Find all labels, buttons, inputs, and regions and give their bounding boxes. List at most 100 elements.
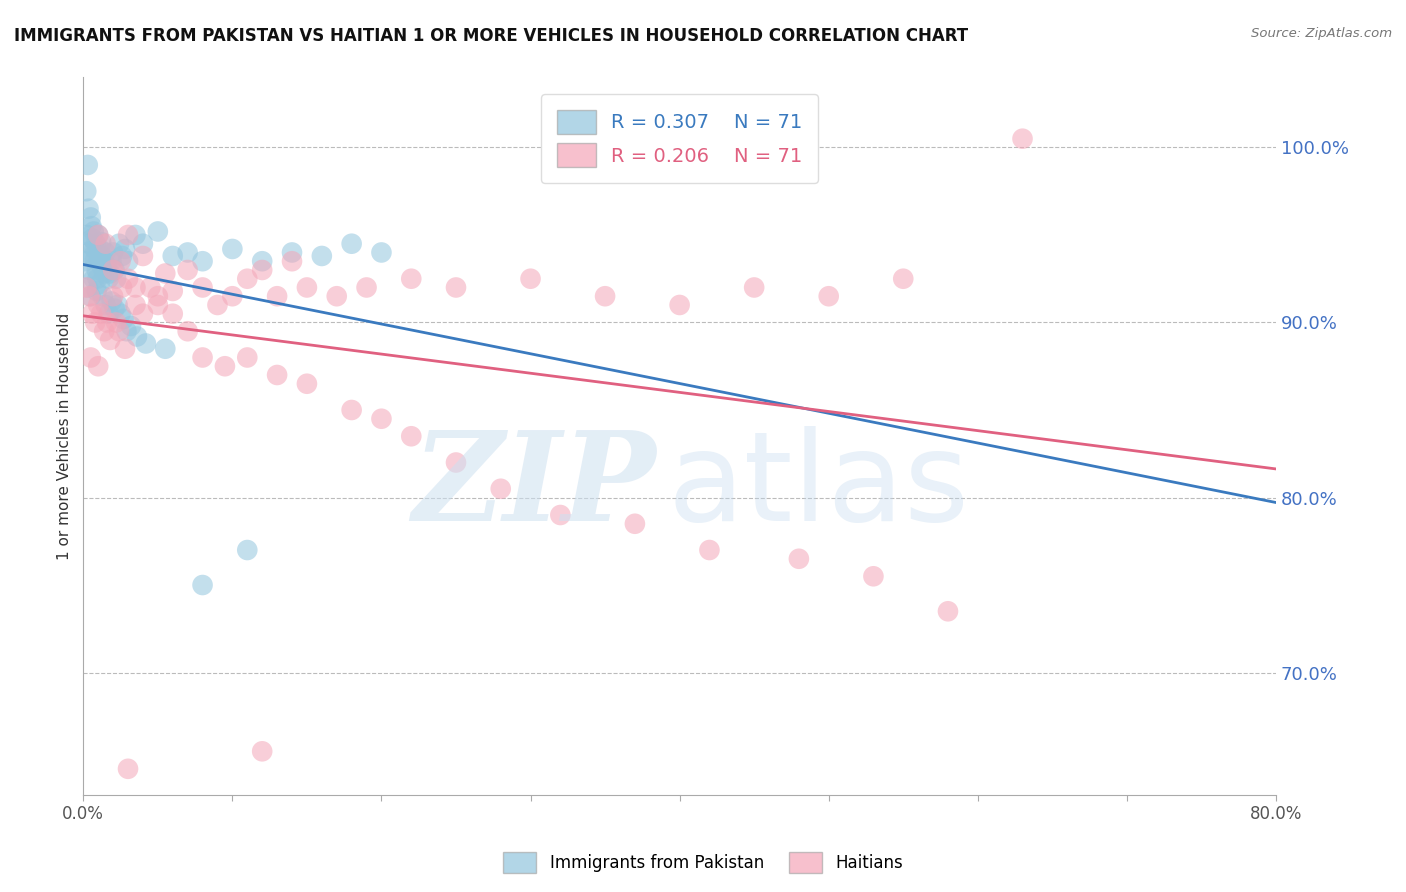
Point xyxy=(111,280,134,294)
Point xyxy=(117,271,139,285)
Legend: Immigrants from Pakistan, Haitians: Immigrants from Pakistan, Haitians xyxy=(496,846,910,880)
Point xyxy=(370,245,392,260)
Point xyxy=(84,316,107,330)
Point xyxy=(176,245,198,260)
Point xyxy=(100,294,122,309)
Point xyxy=(101,289,124,303)
Point xyxy=(236,351,259,365)
Point xyxy=(236,543,259,558)
Point xyxy=(87,254,110,268)
Point xyxy=(87,298,110,312)
Point xyxy=(155,267,177,281)
Point xyxy=(624,516,647,531)
Point xyxy=(76,227,98,242)
Point xyxy=(97,307,120,321)
Point xyxy=(155,342,177,356)
Point xyxy=(191,254,214,268)
Point xyxy=(295,280,318,294)
Point xyxy=(77,202,100,216)
Point xyxy=(80,219,103,234)
Point xyxy=(489,482,512,496)
Point xyxy=(96,316,118,330)
Point xyxy=(862,569,884,583)
Point xyxy=(84,236,107,251)
Point xyxy=(90,260,112,274)
Point xyxy=(87,227,110,242)
Point xyxy=(87,359,110,374)
Point xyxy=(124,298,146,312)
Point xyxy=(110,254,132,268)
Point xyxy=(120,318,142,333)
Point xyxy=(936,604,959,618)
Point xyxy=(97,271,120,285)
Point xyxy=(891,271,914,285)
Point xyxy=(162,249,184,263)
Point xyxy=(94,298,117,312)
Point xyxy=(107,298,129,312)
Point xyxy=(281,254,304,268)
Point xyxy=(86,284,108,298)
Text: ZIP: ZIP xyxy=(412,425,655,547)
Point xyxy=(124,227,146,242)
Point xyxy=(214,359,236,374)
Point xyxy=(132,307,155,321)
Point xyxy=(115,324,138,338)
Point xyxy=(266,289,288,303)
Point xyxy=(77,236,100,251)
Point xyxy=(742,280,765,294)
Point xyxy=(117,227,139,242)
Point xyxy=(250,263,273,277)
Point xyxy=(75,184,97,198)
Point xyxy=(86,263,108,277)
Point xyxy=(96,260,118,274)
Point xyxy=(340,403,363,417)
Point xyxy=(89,249,111,263)
Point xyxy=(105,271,128,285)
Point xyxy=(132,236,155,251)
Point xyxy=(77,289,100,303)
Point xyxy=(124,280,146,294)
Point xyxy=(111,249,134,263)
Point xyxy=(295,376,318,391)
Point xyxy=(325,289,347,303)
Point xyxy=(93,324,115,338)
Point xyxy=(108,324,131,338)
Point xyxy=(125,329,148,343)
Point xyxy=(93,254,115,268)
Point xyxy=(176,263,198,277)
Point xyxy=(83,242,105,256)
Point xyxy=(104,301,127,316)
Point xyxy=(207,298,229,312)
Point xyxy=(75,245,97,260)
Point xyxy=(112,312,135,326)
Point xyxy=(266,368,288,382)
Point xyxy=(93,267,115,281)
Point xyxy=(250,744,273,758)
Point xyxy=(191,351,214,365)
Point xyxy=(91,289,114,303)
Point xyxy=(82,307,104,321)
Point xyxy=(146,224,169,238)
Text: atlas: atlas xyxy=(668,426,970,547)
Point xyxy=(80,351,103,365)
Point xyxy=(80,289,103,303)
Point xyxy=(221,289,243,303)
Point xyxy=(356,280,378,294)
Point xyxy=(91,249,114,263)
Y-axis label: 1 or more Vehicles in Household: 1 or more Vehicles in Household xyxy=(58,312,72,560)
Point xyxy=(550,508,572,522)
Point xyxy=(101,263,124,277)
Point xyxy=(84,252,107,267)
Point xyxy=(80,211,103,225)
Point xyxy=(89,277,111,291)
Point xyxy=(100,254,122,268)
Point xyxy=(101,245,124,260)
Point xyxy=(76,280,98,294)
Point xyxy=(114,242,136,256)
Point xyxy=(89,242,111,256)
Point xyxy=(132,249,155,263)
Point xyxy=(104,263,127,277)
Point xyxy=(79,263,101,277)
Point xyxy=(139,280,162,294)
Point xyxy=(162,284,184,298)
